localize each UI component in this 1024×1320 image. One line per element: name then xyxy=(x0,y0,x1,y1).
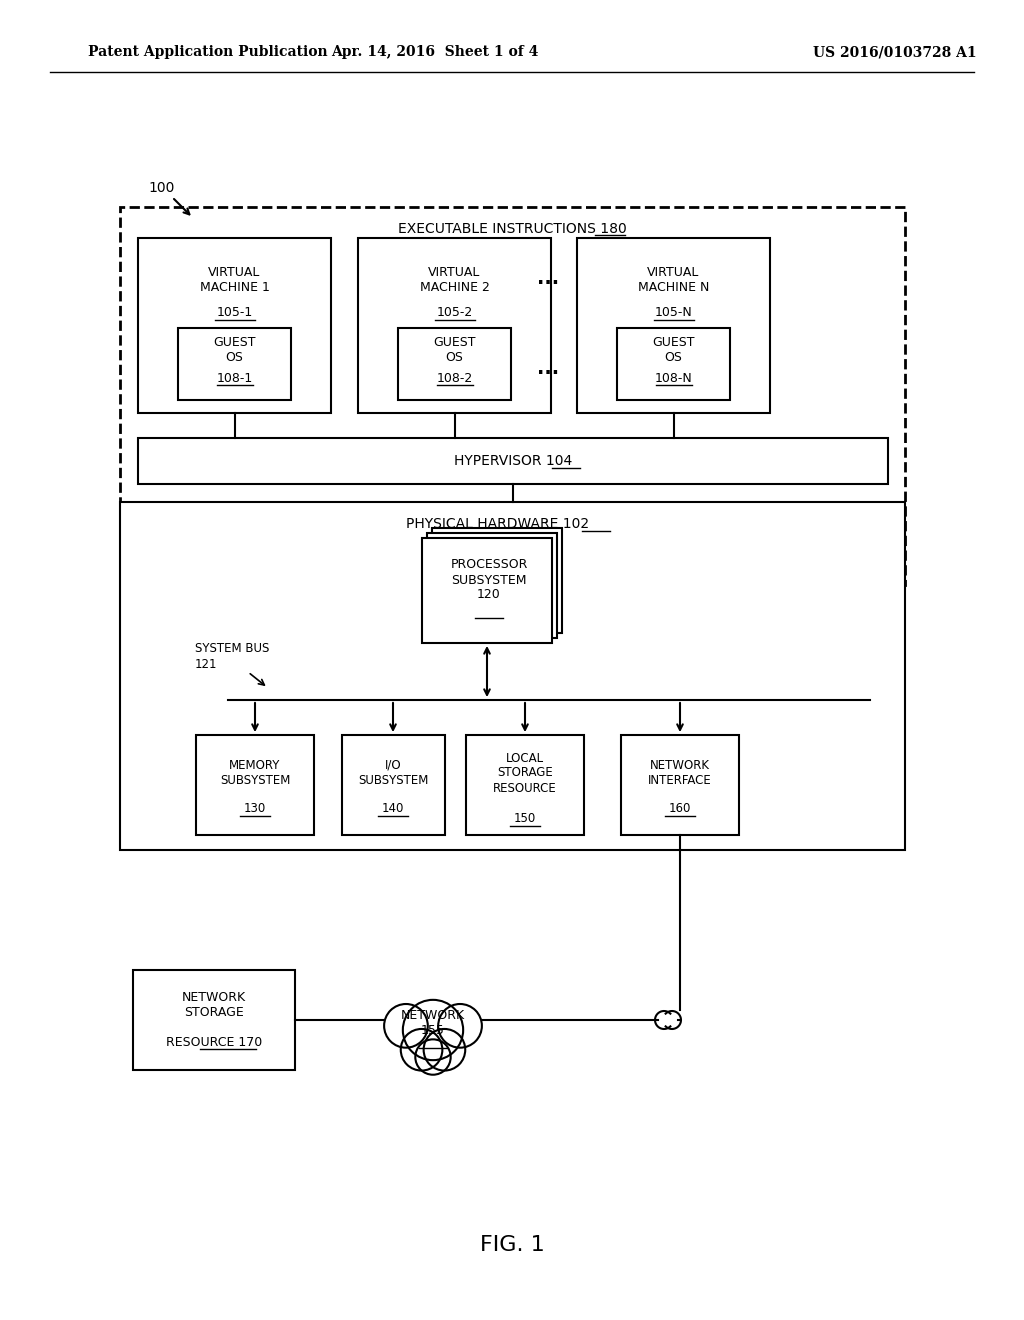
Text: PROCESSOR
SUBSYSTEM
120: PROCESSOR SUBSYSTEM 120 xyxy=(451,558,527,602)
Text: VIRTUAL
MACHINE 1: VIRTUAL MACHINE 1 xyxy=(200,267,269,294)
Bar xyxy=(422,539,552,643)
Bar xyxy=(466,735,584,836)
Text: 108-2: 108-2 xyxy=(436,371,473,384)
Text: 121: 121 xyxy=(195,659,217,672)
Text: EXECUTABLE INSTRUCTIONS 180: EXECUTABLE INSTRUCTIONS 180 xyxy=(398,222,627,236)
Text: PHYSICAL HARDWARE 102: PHYSICAL HARDWARE 102 xyxy=(406,517,589,531)
Bar xyxy=(196,735,314,836)
Text: Apr. 14, 2016  Sheet 1 of 4: Apr. 14, 2016 Sheet 1 of 4 xyxy=(332,45,539,59)
Bar xyxy=(621,735,739,836)
Circle shape xyxy=(402,999,463,1060)
Text: HYPERVISOR 104: HYPERVISOR 104 xyxy=(454,454,572,469)
Text: 108-1: 108-1 xyxy=(216,371,253,384)
Bar xyxy=(138,238,331,413)
Text: FIG. 1: FIG. 1 xyxy=(479,1236,545,1255)
Text: NETWORK
INTERFACE: NETWORK INTERFACE xyxy=(648,759,712,787)
Circle shape xyxy=(416,1039,451,1074)
Text: GUEST
OS: GUEST OS xyxy=(652,337,694,364)
Text: 108-N: 108-N xyxy=(654,371,692,384)
Text: 105-N: 105-N xyxy=(654,306,692,319)
Circle shape xyxy=(424,1030,465,1071)
Text: 140: 140 xyxy=(382,803,404,816)
Text: GUEST
OS: GUEST OS xyxy=(213,337,256,364)
Text: 100: 100 xyxy=(148,181,174,195)
Bar xyxy=(398,327,511,400)
Text: Patent Application Publication: Patent Application Publication xyxy=(88,45,328,59)
Text: US 2016/0103728 A1: US 2016/0103728 A1 xyxy=(813,45,977,59)
Text: 150: 150 xyxy=(514,813,537,825)
Text: 130: 130 xyxy=(244,803,266,816)
Bar xyxy=(617,327,730,400)
Text: LOCAL
STORAGE
RESOURCE: LOCAL STORAGE RESOURCE xyxy=(494,751,557,795)
Text: MEMORY
SUBSYSTEM: MEMORY SUBSYSTEM xyxy=(220,759,290,787)
Text: NETWORK
155: NETWORK 155 xyxy=(401,1008,465,1038)
Text: SYSTEM BUS: SYSTEM BUS xyxy=(195,642,269,655)
Text: VIRTUAL
MACHINE N: VIRTUAL MACHINE N xyxy=(638,267,710,294)
Text: 105-2: 105-2 xyxy=(436,306,473,319)
Bar xyxy=(577,238,770,413)
Bar xyxy=(178,327,291,400)
Text: I/O
SUBSYSTEM: I/O SUBSYSTEM xyxy=(357,759,428,787)
Circle shape xyxy=(438,1005,482,1048)
Bar xyxy=(341,735,444,836)
Text: VIRTUAL
MACHINE 2: VIRTUAL MACHINE 2 xyxy=(420,267,489,294)
Text: NETWORK
STORAGE: NETWORK STORAGE xyxy=(182,991,246,1019)
Circle shape xyxy=(384,1005,428,1048)
Circle shape xyxy=(400,1030,442,1071)
Bar xyxy=(120,502,905,850)
Text: ...: ... xyxy=(537,359,559,378)
Bar xyxy=(358,238,551,413)
Text: 160: 160 xyxy=(669,803,691,816)
Text: 105-1: 105-1 xyxy=(216,306,253,319)
Bar xyxy=(120,207,905,585)
Text: RESOURCE 170: RESOURCE 170 xyxy=(166,1035,262,1048)
Bar xyxy=(138,438,888,484)
Text: ...: ... xyxy=(537,268,559,288)
Bar xyxy=(133,970,295,1071)
Text: GUEST
OS: GUEST OS xyxy=(433,337,476,364)
Bar xyxy=(432,528,562,634)
Bar xyxy=(427,533,557,638)
